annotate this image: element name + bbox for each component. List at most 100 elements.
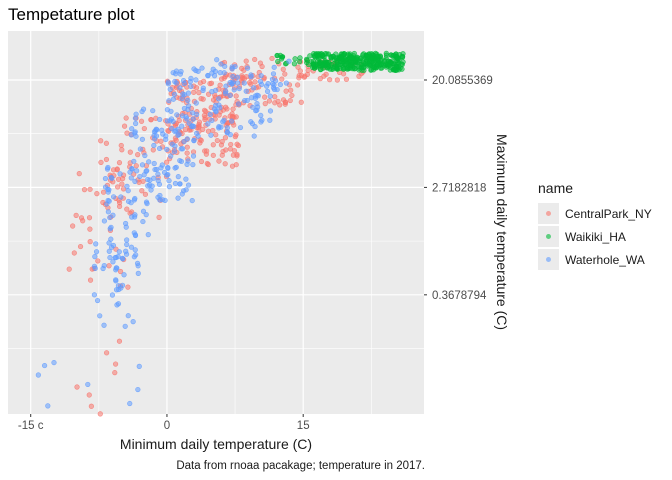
data-point xyxy=(198,137,204,144)
data-point xyxy=(400,51,406,57)
data-point xyxy=(190,162,196,168)
data-point xyxy=(307,53,313,59)
data-point xyxy=(121,272,127,278)
data-point xyxy=(172,122,178,129)
legend-item: CentralPark_NY xyxy=(538,202,652,225)
data-point xyxy=(216,158,222,164)
data-point xyxy=(170,96,177,102)
data-point xyxy=(45,403,51,409)
data-point xyxy=(296,75,302,81)
data-point xyxy=(254,92,260,98)
legend-key xyxy=(538,226,559,247)
data-point xyxy=(103,156,110,163)
data-point xyxy=(320,52,326,58)
data-point xyxy=(139,136,145,142)
data-point xyxy=(150,147,156,153)
data-point xyxy=(110,167,117,173)
data-point xyxy=(125,198,132,205)
data-point xyxy=(127,169,133,175)
data-point xyxy=(195,124,201,130)
data-point xyxy=(218,61,224,67)
data-point xyxy=(204,148,210,154)
data-point xyxy=(180,77,187,84)
data-point xyxy=(219,152,225,158)
data-point xyxy=(140,178,146,184)
data-point xyxy=(119,255,126,261)
data-point xyxy=(262,94,268,100)
data-point xyxy=(117,171,123,177)
data-point xyxy=(131,197,138,203)
data-point xyxy=(116,203,123,210)
data-point xyxy=(334,77,340,83)
data-point xyxy=(108,224,114,230)
data-point xyxy=(205,72,211,79)
x-axis-label: Minimum daily temperature (C) xyxy=(119,436,313,452)
data-point xyxy=(66,266,72,272)
data-point xyxy=(131,254,137,260)
data-point xyxy=(165,165,171,171)
series-Waikiki_HA xyxy=(274,50,406,73)
data-point xyxy=(181,105,188,112)
x-tick-label: 0 xyxy=(164,420,170,432)
data-point xyxy=(196,119,203,125)
data-point xyxy=(191,89,197,95)
data-point xyxy=(173,80,179,86)
data-point xyxy=(209,117,215,124)
data-point xyxy=(210,152,216,158)
data-point xyxy=(129,126,135,132)
data-point xyxy=(288,87,294,93)
data-point xyxy=(136,363,142,369)
data-point xyxy=(222,90,229,96)
data-point xyxy=(396,57,402,63)
data-point xyxy=(88,403,94,409)
data-point xyxy=(214,57,220,63)
data-point xyxy=(205,121,211,127)
data-point xyxy=(177,85,183,91)
data-point xyxy=(100,189,107,195)
data-point xyxy=(234,80,241,86)
data-point xyxy=(123,248,129,254)
legend-item: Waterhole_WA xyxy=(538,248,652,271)
data-point xyxy=(283,88,289,94)
data-point xyxy=(87,186,93,192)
data-point xyxy=(182,126,188,133)
data-point xyxy=(93,241,99,247)
data-point xyxy=(95,258,101,264)
data-point xyxy=(250,104,256,110)
data-point xyxy=(275,58,281,65)
data-point xyxy=(156,214,162,220)
data-point xyxy=(295,64,301,70)
data-point xyxy=(177,71,183,77)
data-point xyxy=(207,111,213,117)
data-point xyxy=(140,218,146,225)
data-point xyxy=(236,85,242,92)
data-point xyxy=(184,150,190,156)
data-point xyxy=(328,55,334,61)
data-point xyxy=(145,183,151,189)
data-point xyxy=(155,178,161,184)
data-point xyxy=(222,135,229,141)
data-point xyxy=(117,268,124,275)
data-point xyxy=(51,359,57,366)
data-point xyxy=(87,277,94,283)
data-point xyxy=(191,66,197,72)
data-point xyxy=(159,197,166,203)
data-point xyxy=(105,186,111,192)
data-point xyxy=(180,91,186,97)
data-point xyxy=(180,188,187,194)
data-point xyxy=(213,132,219,138)
data-point xyxy=(127,400,133,407)
data-point xyxy=(243,58,249,64)
data-point xyxy=(216,112,222,118)
data-point xyxy=(125,188,131,194)
data-point xyxy=(179,95,185,101)
legend: name CentralPark_NY Waikiki_HA Waterhole_W… xyxy=(538,180,652,271)
data-point xyxy=(210,97,217,103)
data-point xyxy=(165,81,171,87)
data-point xyxy=(112,370,118,376)
data-point xyxy=(76,171,82,177)
data-point xyxy=(167,86,173,92)
data-point xyxy=(189,123,195,129)
data-point xyxy=(105,164,111,171)
data-point xyxy=(338,51,344,57)
